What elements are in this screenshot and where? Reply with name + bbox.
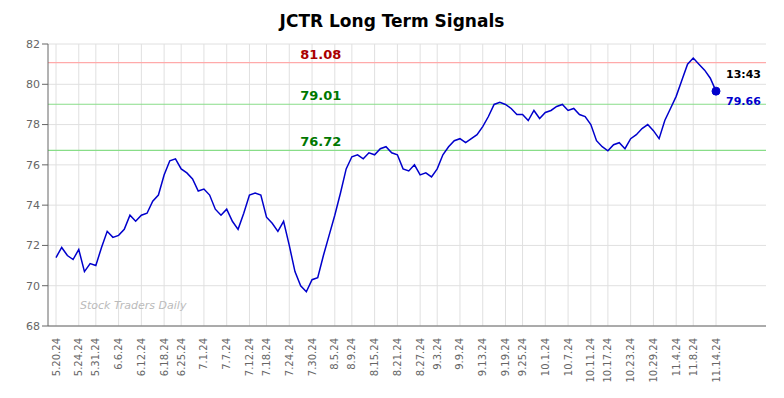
svg-text:10.17.24: 10.17.24 bbox=[602, 338, 613, 383]
svg-text:6.18.24: 6.18.24 bbox=[159, 338, 170, 376]
svg-text:7.7.24: 7.7.24 bbox=[221, 338, 232, 370]
svg-text:6.6.24: 6.6.24 bbox=[113, 338, 124, 370]
svg-text:74: 74 bbox=[26, 199, 40, 212]
svg-text:11.8.24: 11.8.24 bbox=[688, 338, 699, 376]
svg-text:6.25.24: 6.25.24 bbox=[176, 338, 187, 376]
svg-text:78: 78 bbox=[26, 118, 40, 131]
svg-text:9.9.24: 9.9.24 bbox=[454, 338, 465, 370]
html-text:JCTR Long Term Signals: JCTR Long Term Signals bbox=[279, 11, 505, 31]
svg-text:8.21.24: 8.21.24 bbox=[392, 338, 403, 376]
svg-text:11.4.24: 11.4.24 bbox=[671, 338, 682, 376]
svg-text:10.29.24: 10.29.24 bbox=[648, 338, 659, 383]
svg-text:7.12.24: 7.12.24 bbox=[244, 338, 255, 376]
svg-text:79.01: 79.01 bbox=[300, 88, 341, 103]
svg-text:70: 70 bbox=[26, 280, 40, 293]
svg-text:9.19.24: 9.19.24 bbox=[500, 338, 511, 376]
svg-text:81.08: 81.08 bbox=[300, 47, 341, 62]
svg-text:7.18.24: 7.18.24 bbox=[261, 338, 272, 376]
svg-text:9.13.24: 9.13.24 bbox=[477, 338, 488, 376]
html-text:Stock Traders Daily: Stock Traders Daily bbox=[80, 299, 187, 312]
svg-text:72: 72 bbox=[26, 239, 40, 252]
svg-text:10.1.24: 10.1.24 bbox=[540, 338, 551, 376]
svg-text:10.7.24: 10.7.24 bbox=[563, 338, 574, 376]
svg-text:9.3.24: 9.3.24 bbox=[432, 338, 443, 370]
svg-text:82: 82 bbox=[26, 38, 40, 51]
svg-text:76.72: 76.72 bbox=[300, 134, 341, 149]
svg-text:80: 80 bbox=[26, 78, 40, 91]
svg-text:5.24.24: 5.24.24 bbox=[73, 338, 84, 376]
svg-text:10.23.24: 10.23.24 bbox=[625, 338, 636, 383]
svg-text:7.30.24: 7.30.24 bbox=[307, 338, 318, 376]
svg-text:11.14.24: 11.14.24 bbox=[711, 338, 722, 383]
svg-text:10.11.24: 10.11.24 bbox=[585, 338, 596, 383]
svg-text:76: 76 bbox=[26, 159, 40, 172]
svg-text:6.12.24: 6.12.24 bbox=[136, 338, 147, 376]
svg-text:8.9.24: 8.9.24 bbox=[346, 338, 357, 370]
svg-text:79.66: 79.66 bbox=[726, 95, 761, 108]
svg-text:8.15.24: 8.15.24 bbox=[369, 338, 380, 376]
svg-text:8.5.24: 8.5.24 bbox=[329, 338, 340, 370]
svg-text:8.27.24: 8.27.24 bbox=[415, 338, 426, 376]
svg-text:7.24.24: 7.24.24 bbox=[284, 338, 295, 376]
svg-text:7.1.24: 7.1.24 bbox=[198, 338, 209, 370]
svg-text:9.25.24: 9.25.24 bbox=[517, 338, 528, 376]
svg-text:13:43: 13:43 bbox=[726, 68, 761, 81]
svg-text:5.31.24: 5.31.24 bbox=[90, 338, 101, 376]
svg-text:5.20.24: 5.20.24 bbox=[51, 338, 62, 376]
svg-text:68: 68 bbox=[26, 320, 40, 333]
